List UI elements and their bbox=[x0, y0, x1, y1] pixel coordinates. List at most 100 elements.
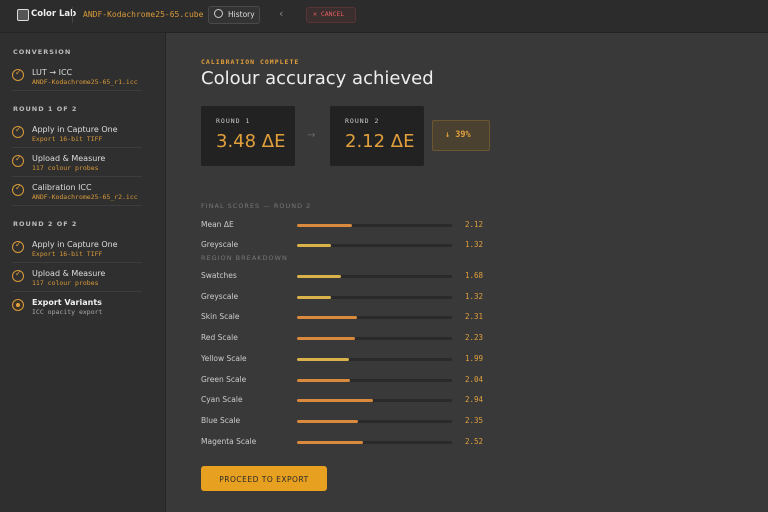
step-detail: Export 16-bit TIFF bbox=[32, 250, 103, 258]
section-title: ROUND 1 OF 2 bbox=[13, 105, 78, 113]
step-title: Apply in Capture One bbox=[32, 125, 118, 134]
step-title: Upload & Measure bbox=[32, 269, 106, 278]
history-label: History bbox=[228, 10, 255, 19]
step-dot bbox=[16, 303, 20, 307]
step-divider bbox=[12, 262, 142, 263]
round-value: 3.48 ΔE bbox=[216, 131, 286, 152]
score-value: 2.23 bbox=[465, 333, 484, 343]
step-divider bbox=[12, 291, 142, 292]
step-detail: ICC opacity export bbox=[32, 308, 103, 316]
score-name: Skin Scale bbox=[201, 312, 240, 322]
score-name: Magenta Scale bbox=[201, 436, 257, 446]
step-check: ✓ bbox=[15, 68, 22, 77]
step-check: ✓ bbox=[15, 269, 22, 278]
step-detail: ANDF-Kodachrome25-65_r2.icc bbox=[32, 193, 138, 201]
divider bbox=[72, 7, 73, 23]
score-value: 2.35 bbox=[465, 415, 484, 425]
score-bar bbox=[297, 295, 332, 299]
step-detail: ANDF-Kodachrome25-65_r1.icc bbox=[32, 78, 138, 86]
score-track bbox=[297, 440, 452, 444]
score-value: 2.94 bbox=[465, 395, 484, 405]
section-title: CONVERSION bbox=[13, 48, 72, 56]
step-detail: Export 16-bit TIFF bbox=[32, 135, 103, 143]
step-divider bbox=[12, 176, 142, 177]
score-track bbox=[297, 337, 452, 341]
score-value: 2.52 bbox=[465, 436, 484, 446]
score-value: 2.12 bbox=[465, 220, 484, 229]
step-title: Upload & Measure bbox=[32, 154, 106, 163]
score-name: Mean ΔE bbox=[201, 220, 234, 229]
step-divider bbox=[12, 90, 142, 91]
score-name: Red Scale bbox=[201, 333, 238, 343]
file-name: ANDF-Kodachrome25-65.cube bbox=[83, 10, 204, 19]
step-title: Apply in Capture One bbox=[32, 240, 118, 249]
score-track bbox=[297, 224, 452, 227]
score-name: Greyscale bbox=[201, 291, 239, 301]
round-label: ROUND 2 bbox=[345, 117, 380, 125]
score-value: 2.04 bbox=[465, 374, 484, 384]
step-divider bbox=[12, 147, 142, 148]
step-detail: 117 colour probes bbox=[32, 164, 99, 172]
score-track bbox=[297, 357, 452, 361]
step-icon bbox=[12, 69, 24, 81]
round-value: 2.12 ΔE bbox=[345, 131, 415, 152]
clock-icon bbox=[214, 9, 223, 18]
step-check: ✓ bbox=[15, 183, 22, 192]
step-check: ✓ bbox=[15, 240, 22, 249]
proceed-button[interactable] bbox=[201, 466, 327, 491]
score-value: 1.32 bbox=[465, 240, 484, 249]
step-title: Export Variants bbox=[32, 298, 102, 307]
score-value: 1.68 bbox=[465, 271, 484, 280]
final-label: FINAL SCORES — ROUND 2 bbox=[201, 202, 312, 210]
score-bar bbox=[297, 378, 351, 382]
score-name: Greyscale bbox=[201, 240, 239, 249]
proceed-label: PROCEED TO EXPORT bbox=[219, 475, 309, 484]
score-bar bbox=[297, 337, 355, 341]
top-bar bbox=[0, 0, 768, 33]
step-icon bbox=[12, 184, 24, 196]
score-bar bbox=[297, 399, 374, 403]
score-value: 1.32 bbox=[465, 291, 484, 301]
score-bar bbox=[297, 275, 341, 278]
round-card bbox=[201, 106, 295, 166]
score-track bbox=[297, 244, 452, 247]
cancel-button[interactable] bbox=[306, 7, 356, 23]
cancel-text: CANCEL bbox=[320, 10, 345, 18]
score-name: Swatches bbox=[201, 271, 237, 280]
step-icon bbox=[12, 155, 24, 167]
score-bar bbox=[297, 357, 349, 361]
logo: Color Lab bbox=[31, 9, 77, 19]
step-detail: 117 colour probes bbox=[32, 279, 99, 287]
score-value: 1.99 bbox=[465, 353, 484, 363]
score-track bbox=[297, 378, 452, 382]
score-name: Blue Scale bbox=[201, 415, 241, 425]
section-title: ROUND 2 OF 2 bbox=[13, 220, 78, 228]
score-track bbox=[297, 399, 452, 403]
score-bar bbox=[297, 316, 358, 320]
logo-icon bbox=[17, 9, 29, 21]
arrow: → bbox=[307, 130, 316, 141]
round-card bbox=[330, 106, 424, 166]
score-track bbox=[297, 295, 452, 299]
back-button[interactable]: ‹ bbox=[279, 7, 284, 20]
step-icon bbox=[12, 126, 24, 138]
score-value: 2.31 bbox=[465, 312, 484, 322]
sidebar bbox=[0, 33, 166, 512]
score-name: Yellow Scale bbox=[201, 353, 247, 363]
step-icon bbox=[12, 270, 24, 282]
step-divider bbox=[12, 205, 142, 206]
score-track bbox=[297, 419, 452, 423]
score-bar bbox=[297, 419, 359, 423]
improvement: ↓ 39% bbox=[445, 130, 471, 140]
score-name: Cyan Scale bbox=[201, 395, 243, 405]
step-title: Calibration ICC bbox=[32, 183, 92, 192]
title: Colour accuracy achieved bbox=[201, 68, 434, 89]
step-icon bbox=[12, 241, 24, 253]
step-title: LUT → ICC bbox=[32, 68, 73, 77]
eyebrow: CALIBRATION COMPLETE bbox=[201, 58, 300, 66]
round-label: ROUND 1 bbox=[216, 117, 251, 125]
step-check: ✓ bbox=[15, 154, 22, 163]
score-bar bbox=[297, 244, 332, 247]
score-track bbox=[297, 275, 452, 278]
